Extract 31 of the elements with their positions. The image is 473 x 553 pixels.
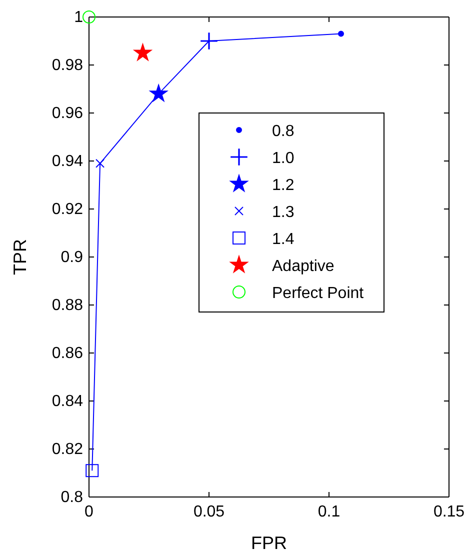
x-tick-label: 0.05	[193, 503, 225, 520]
legend-label: 1.3	[272, 204, 294, 221]
legend-label: Adaptive	[272, 258, 334, 275]
x-tick-label: 0.1	[318, 503, 340, 520]
point	[150, 84, 168, 102]
legend-label: 1.2	[272, 177, 294, 194]
y-tick-label: 0.88	[52, 297, 84, 314]
x-tick-label: 0.15	[433, 503, 465, 520]
legend-label: Perfect Point	[272, 285, 364, 302]
x-axis-title: FPR	[251, 533, 287, 553]
y-tick-label: 0.98	[52, 57, 84, 74]
y-tick-label: 0.82	[52, 441, 84, 458]
legend-label: 1.4	[272, 231, 294, 248]
point	[96, 158, 105, 168]
y-tick-label: 0.8	[60, 489, 84, 506]
y-tick-label: 0.96	[52, 105, 84, 122]
legend-label: 1.0	[272, 150, 294, 167]
y-tick-label: 0.92	[52, 201, 84, 218]
point	[338, 30, 344, 37]
y-tick-label: 0.94	[52, 153, 84, 170]
x-tick-label: 0	[84, 503, 94, 520]
point	[82, 10, 96, 24]
y-axis-title: TPR	[10, 239, 30, 275]
point	[134, 44, 152, 61]
y-tick-label: 0.86	[52, 345, 84, 362]
y-tick-label: 0.9	[60, 249, 84, 266]
point	[200, 32, 218, 50]
y-tick-label: 1	[74, 9, 84, 26]
point	[86, 464, 99, 478]
legend-label: 0.8	[272, 123, 294, 140]
y-tick-label: 0.84	[52, 393, 84, 410]
